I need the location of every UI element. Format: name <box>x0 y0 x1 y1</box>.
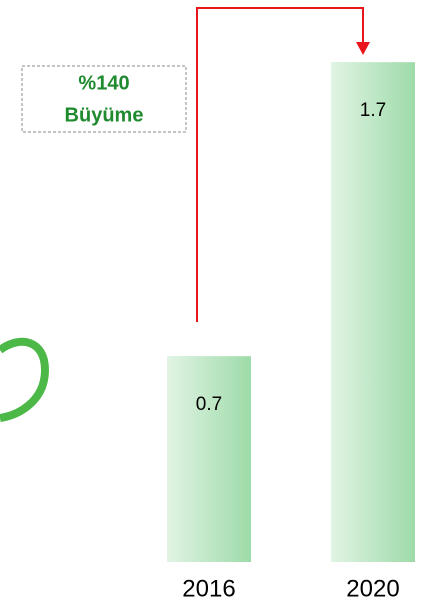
bar-shade <box>167 356 251 562</box>
arrow-head <box>356 42 370 55</box>
chart: %140 Büyüme 0.7 2016 1.7 2020 <box>0 0 422 607</box>
x-tick-label: 2016 <box>182 575 235 602</box>
decorative-curve <box>0 342 45 418</box>
value-label: 1.7 <box>360 100 386 121</box>
value-label: 0.7 <box>196 394 222 415</box>
annotation-text: %140 <box>78 72 129 94</box>
x-tick-label: 2020 <box>346 575 399 602</box>
annotation-text: Büyüme <box>65 104 144 126</box>
bar-shade <box>331 62 415 562</box>
